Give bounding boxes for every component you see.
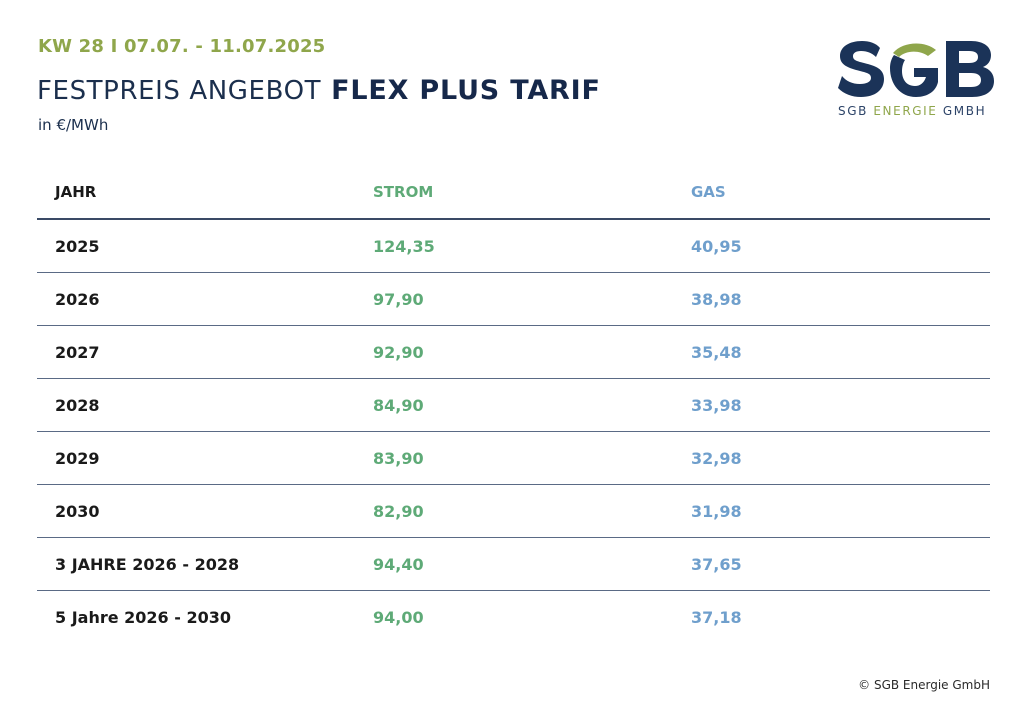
table-row: 2029 83,90 32,98: [37, 431, 990, 485]
copyright-footer: © SGB Energie GmbH: [858, 678, 990, 692]
week-label: KW 28 I 07.07. - 11.07.2025: [38, 36, 326, 57]
table-row: 2026 97,90 38,98: [37, 272, 990, 326]
logo-sub-suffix: GMBH: [937, 104, 987, 118]
table-row: 2030 82,90 31,98: [37, 484, 990, 538]
power-price-cell: 84,90: [373, 378, 691, 432]
year-cell: 2029: [37, 431, 373, 485]
gas-price-cell: 37,18: [691, 607, 742, 627]
power-price-cell: 92,90: [373, 325, 691, 379]
table-header-row: JAHR STROM GAS: [37, 166, 990, 220]
gas-price-cell: 32,98: [691, 431, 990, 485]
table-row: 2025 124,35 40,95: [37, 219, 990, 273]
table-row: 3 JAHRE 2026 - 2028 94,40 37,65: [37, 537, 990, 591]
year-cell: 2030: [37, 484, 373, 538]
logo-subtitle: SGB ENERGIE GMBH: [838, 104, 986, 118]
table-row: 2027 92,90 35,48: [37, 325, 990, 379]
sgb-logo: SGB ENERGIE GMBH: [836, 38, 996, 124]
gas-price-cell: 31,98: [691, 484, 990, 538]
power-price-cell: 94,00: [373, 607, 424, 627]
gas-price-cell: 38,98: [691, 272, 990, 326]
year-cell: 5 Jahre 2026 - 2030: [55, 607, 231, 627]
power-price-cell: 97,90: [373, 272, 691, 326]
gas-price-cell: 40,95: [691, 219, 990, 273]
year-cell: 2027: [37, 325, 373, 379]
power-price-cell: 94,40: [373, 537, 691, 591]
logo-sub-accent: ENERGIE: [873, 104, 938, 118]
page-title: FESTPREIS ANGEBOT FLEX PLUS TARIF: [37, 75, 601, 106]
year-cell: 2028: [37, 378, 373, 432]
table-row: 2028 84,90 33,98: [37, 378, 990, 432]
title-offer: FESTPREIS ANGEBOT: [37, 76, 322, 106]
power-price-cell: 82,90: [373, 484, 691, 538]
year-cell: 3 JAHRE 2026 - 2028: [37, 537, 373, 591]
power-price-cell: 83,90: [373, 431, 691, 485]
year-cell: 2026: [37, 272, 373, 326]
title-tariff: FLEX PLUS TARIF: [331, 75, 601, 106]
column-header-gas: GAS: [691, 166, 990, 220]
table-row: 5 Jahre 2026 - 2030 94,00 37,18: [37, 591, 990, 644]
gas-price-cell: 35,48: [691, 325, 990, 379]
column-header-power: STROM: [373, 166, 691, 220]
logo-sub-prefix: SGB: [838, 104, 874, 118]
price-table: JAHR STROM GAS 2025 124,35 40,95 2026 97…: [37, 166, 990, 643]
gas-price-cell: 37,65: [691, 537, 990, 591]
unit-label: in €/MWh: [38, 116, 109, 134]
column-header-year: JAHR: [37, 166, 373, 220]
gas-price-cell: 33,98: [691, 378, 990, 432]
sgb-logo-mark: [838, 41, 994, 97]
year-cell: 2025: [37, 219, 373, 273]
power-price-cell: 124,35: [373, 219, 691, 273]
